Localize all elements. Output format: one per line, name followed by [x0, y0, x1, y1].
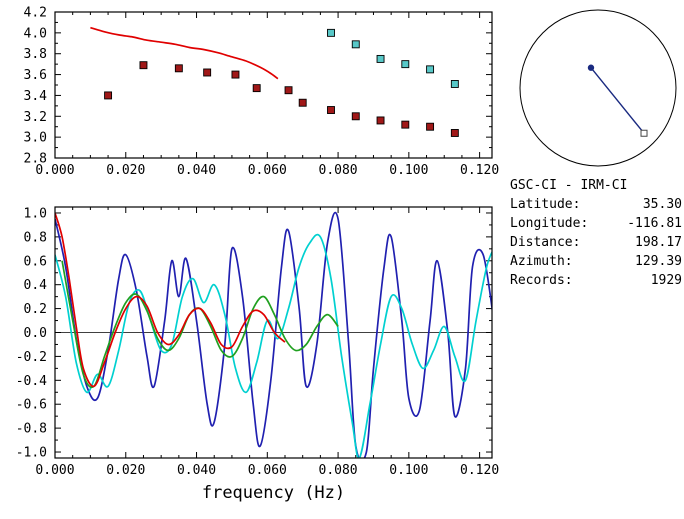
svg-text:3.0: 3.0: [24, 131, 47, 146]
info-row-records: Records: 1929: [510, 271, 682, 290]
svg-text:0.000: 0.000: [35, 463, 74, 478]
svg-text:0.080: 0.080: [319, 463, 358, 478]
svg-text:3.2: 3.2: [24, 110, 47, 125]
svg-text:0.040: 0.040: [177, 463, 216, 478]
svg-text:0.120: 0.120: [460, 463, 499, 478]
svg-text:-1.0: -1.0: [16, 446, 47, 461]
svg-text:2.8: 2.8: [24, 152, 47, 167]
station-pair-title: GSC-CI - IRM-CI: [510, 178, 628, 193]
svg-text:0.0: 0.0: [24, 326, 47, 341]
svg-text:0.4: 0.4: [24, 278, 48, 293]
azimuth-dial: [519, 9, 677, 167]
svg-text:0.040: 0.040: [177, 163, 216, 178]
svg-text:-0.4: -0.4: [16, 374, 47, 389]
station-info-panel: GSC-CI - IRM-CI Latitude: 35.30 Longitud…: [510, 176, 682, 290]
svg-text:0.100: 0.100: [389, 463, 428, 478]
svg-text:0.2: 0.2: [24, 302, 47, 317]
longitude-label: Longitude:: [510, 216, 589, 231]
waveform-chart: 0.000 0.020 0.040 0.060 0.080 0.100 0.120 -1.0 -…: [16, 206, 499, 503]
longitude-value: -116.81: [627, 216, 682, 231]
svg-text:0.060: 0.060: [248, 463, 287, 478]
svg-text:3.8: 3.8: [24, 47, 47, 62]
svg-text:1.0: 1.0: [24, 206, 47, 221]
azimuth-label: Azimuth:: [510, 254, 573, 269]
info-row-latitude: Latitude: 35.30: [510, 195, 682, 214]
svg-text:0.8: 0.8: [24, 230, 47, 245]
info-row-azimuth: Azimuth: 129.39: [510, 252, 682, 271]
svg-text:4.0: 4.0: [24, 26, 47, 41]
latitude-value: 35.30: [642, 197, 682, 212]
svg-text:0.020: 0.020: [106, 463, 145, 478]
svg-text:0.020: 0.020: [106, 163, 145, 178]
svg-text:0.6: 0.6: [24, 254, 47, 269]
distance-value: 198.17: [635, 235, 682, 250]
svg-text:0.100: 0.100: [389, 163, 428, 178]
records-label: Records:: [510, 273, 573, 288]
svg-text:-0.2: -0.2: [16, 350, 47, 365]
svg-text:-0.6: -0.6: [16, 398, 47, 413]
info-row-distance: Distance: 198.17: [510, 233, 682, 252]
records-value: 1929: [650, 273, 682, 288]
svg-text:3.6: 3.6: [24, 68, 47, 83]
info-row-longitude: Longitude: -116.81: [510, 214, 682, 233]
svg-text:frequency (Hz): frequency (Hz): [202, 483, 345, 503]
svg-text:-0.8: -0.8: [16, 422, 47, 437]
svg-text:3.4: 3.4: [24, 89, 48, 104]
dispersion-chart: 0.000 0.020 0.040 0.060 0.080 0.100 0.120 2.8 3.…: [24, 6, 500, 179]
svg-text:0.080: 0.080: [319, 163, 358, 178]
svg-text:0.000: 0.000: [35, 163, 74, 178]
svg-text:0.060: 0.060: [248, 163, 287, 178]
latitude-label: Latitude:: [510, 197, 581, 212]
svg-text:4.2: 4.2: [24, 6, 47, 21]
distance-label: Distance:: [510, 235, 581, 250]
azimuth-value: 129.39: [635, 254, 682, 269]
svg-text:0.120: 0.120: [460, 163, 499, 178]
